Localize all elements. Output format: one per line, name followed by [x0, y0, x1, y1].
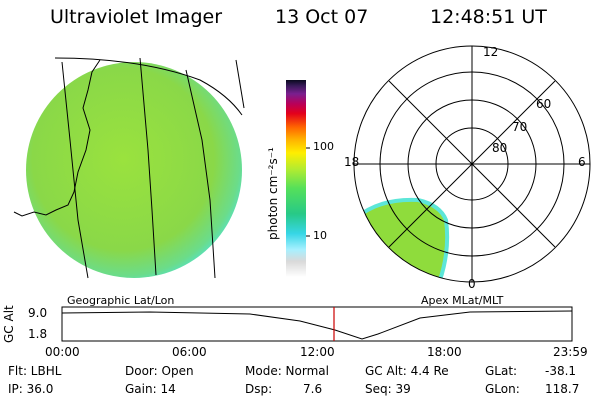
geographic-label: Geographic Lat/Lon: [67, 294, 175, 307]
info-gain: Gain: 14: [125, 382, 176, 396]
app-title: Ultraviolet Imager: [50, 6, 223, 28]
info-flt: Flt: LBHL: [8, 364, 62, 378]
polar-hour-0: 0: [468, 277, 476, 291]
apex-label: Apex MLat/MLT: [421, 294, 504, 307]
colorbar-label-10: 10: [313, 229, 327, 242]
info-glon-value: 118.7: [545, 382, 580, 396]
altitude-ylabel: GC Alt: [2, 305, 16, 343]
colorbar-label-100: 100: [313, 140, 334, 153]
altitude-xtick-0000: 00:00: [45, 345, 80, 359]
geographic-image: [13, 57, 245, 279]
lon-line-3: [185, 69, 216, 279]
info-gc-alt: GC Alt: 4.4 Re: [365, 364, 449, 378]
polar-diagonal-2: [388, 80, 556, 248]
coastline: [13, 59, 101, 217]
info-glat-label: GLat:: [485, 364, 518, 378]
lon-line-2: [139, 57, 157, 276]
date-label: 13 Oct 07: [275, 6, 369, 28]
altitude-xtick-1200: 12:00: [300, 345, 335, 359]
info-ip: IP: 36.0: [8, 382, 54, 396]
info-door: Door: Open: [125, 364, 194, 378]
info-dsp-label: Dsp:: [245, 382, 273, 396]
info-glon-label: GLon:: [485, 382, 520, 396]
color-bar: [286, 80, 306, 277]
aurora-region: [354, 197, 450, 282]
polar-plot: [353, 45, 591, 283]
polar-lat-60: 60: [536, 97, 552, 111]
altitude-plot: [61, 306, 573, 342]
time-label: 12:48:51 UT: [430, 6, 547, 28]
uv-image-disk: [26, 62, 242, 278]
info-seq: Seq: 39: [365, 382, 411, 396]
lon-line-1: [61, 61, 89, 279]
altitude-xtick-1800: 18:00: [427, 345, 462, 359]
info-dsp-value: 7.6: [303, 382, 323, 396]
altitude-ytick-1-8: 1.8: [28, 327, 48, 341]
altitude-xtick-2359: 23:59: [553, 345, 588, 359]
colorbar-unit-label: photon cm⁻²s⁻¹: [266, 147, 280, 240]
lon-line-4: [235, 59, 245, 109]
polar-lat-70: 70: [512, 120, 528, 134]
info-glat-value: -38.1: [545, 364, 577, 378]
altitude-frame: [61, 306, 573, 342]
polar-hour-12: 12: [483, 45, 499, 59]
polar-hour-6: 6: [578, 155, 586, 169]
polar-lat-80: 80: [492, 141, 508, 155]
info-mode: Mode: Normal: [245, 364, 329, 378]
altitude-ytick-9: 9.0: [28, 306, 48, 320]
altitude-curve: [61, 310, 573, 340]
altitude-xtick-0600: 06:00: [172, 345, 207, 359]
polar-hour-18: 18: [344, 155, 360, 169]
lat-line: [54, 57, 243, 116]
